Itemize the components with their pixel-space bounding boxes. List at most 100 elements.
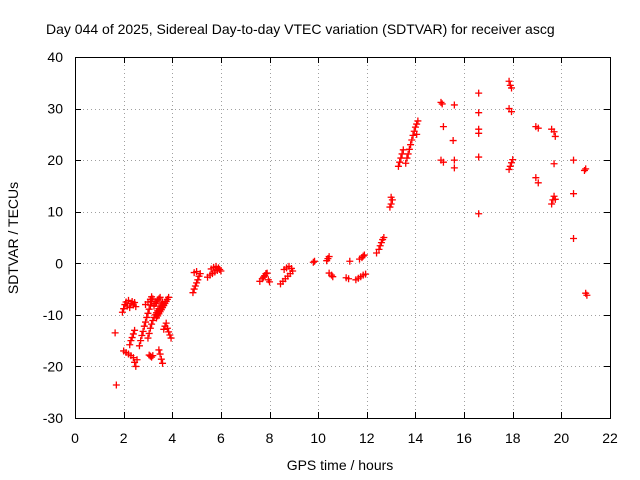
data-point [570,190,578,198]
y-tick-label: -20 [43,358,63,374]
y-tick-label: 10 [47,204,63,220]
data-series [111,77,591,389]
data-point [287,264,295,272]
data-point [155,295,163,303]
data-point [118,308,126,316]
data-point [190,285,198,293]
y-tick-label: 0 [55,255,63,271]
data-point [214,264,222,272]
data-point [505,165,513,173]
data-point [405,145,413,153]
data-point [551,195,559,203]
data-point [413,130,421,138]
chart-title: Day 044 of 2025, Sidereal Day-to-day VTE… [46,21,555,37]
data-point [145,329,153,337]
data-point [142,318,150,326]
data-point [140,322,148,330]
data-point [129,330,137,338]
data-point [126,304,134,312]
data-point [137,337,145,345]
data-point [128,334,136,342]
data-point [394,162,402,170]
data-point [439,123,447,131]
data-point [131,298,139,306]
data-point [131,326,139,334]
data-point [408,136,416,144]
data-point [439,158,447,166]
data-point [437,98,445,106]
y-tick-label: 40 [47,49,63,65]
y-tick-label: 20 [47,152,63,168]
data-point [129,354,137,362]
data-point [329,273,337,281]
grid [75,57,610,418]
data-point [505,77,513,85]
data-point [151,300,159,308]
data-point [580,166,588,174]
data-point [449,137,457,145]
data-point [475,129,483,137]
data-point [132,303,140,311]
data-point [475,89,483,97]
data-point [162,319,170,327]
data-point [328,271,336,279]
data-point [135,342,143,350]
data-point [404,150,412,158]
data-point [450,156,458,164]
y-tick-labels: -30 -20 -10 0 10 20 30 40 [43,49,63,426]
data-point [438,100,446,108]
data-point [376,242,384,250]
data-point [166,331,174,339]
data-point [149,352,157,360]
data-point [216,265,224,273]
x-tick-label: 6 [217,430,225,446]
data-point [132,362,140,370]
data-point [127,337,135,345]
data-point [397,154,405,162]
data-point [160,325,168,333]
data-point [551,132,559,140]
axis-ticks [75,57,611,419]
data-point [570,156,578,164]
data-point [133,356,141,364]
data-point [413,120,421,128]
data-point [359,252,367,260]
x-tick-labels: 0 2 4 6 8 10 12 14 16 18 20 22 [71,430,618,446]
data-point [149,317,157,325]
data-point [266,278,274,286]
data-point [411,123,419,131]
data-point [189,289,197,297]
data-point [167,334,175,342]
data-point [163,324,171,332]
data-point [375,245,383,253]
data-point [155,346,163,354]
data-point [407,141,415,149]
data-point [550,192,558,200]
data-point [570,235,578,243]
data-point [193,268,201,276]
data-point [386,203,394,211]
data-point [345,275,353,283]
data-point [508,84,516,92]
x-tick-label: 14 [408,430,424,446]
data-point [139,327,147,335]
data-point [450,164,458,172]
data-point [402,159,410,167]
data-point [387,200,395,208]
data-point [157,355,165,363]
data-point [148,320,156,328]
y-tick-label: -30 [43,410,63,426]
data-point [111,329,119,337]
data-point [165,293,173,301]
data-point [396,158,404,166]
data-point [380,234,388,241]
x-tick-label: 4 [168,430,176,446]
data-point [534,179,542,187]
data-point [475,210,483,218]
data-point [377,239,385,247]
data-point [207,265,215,273]
data-point [403,154,411,162]
y-tick-label: -10 [43,307,63,323]
